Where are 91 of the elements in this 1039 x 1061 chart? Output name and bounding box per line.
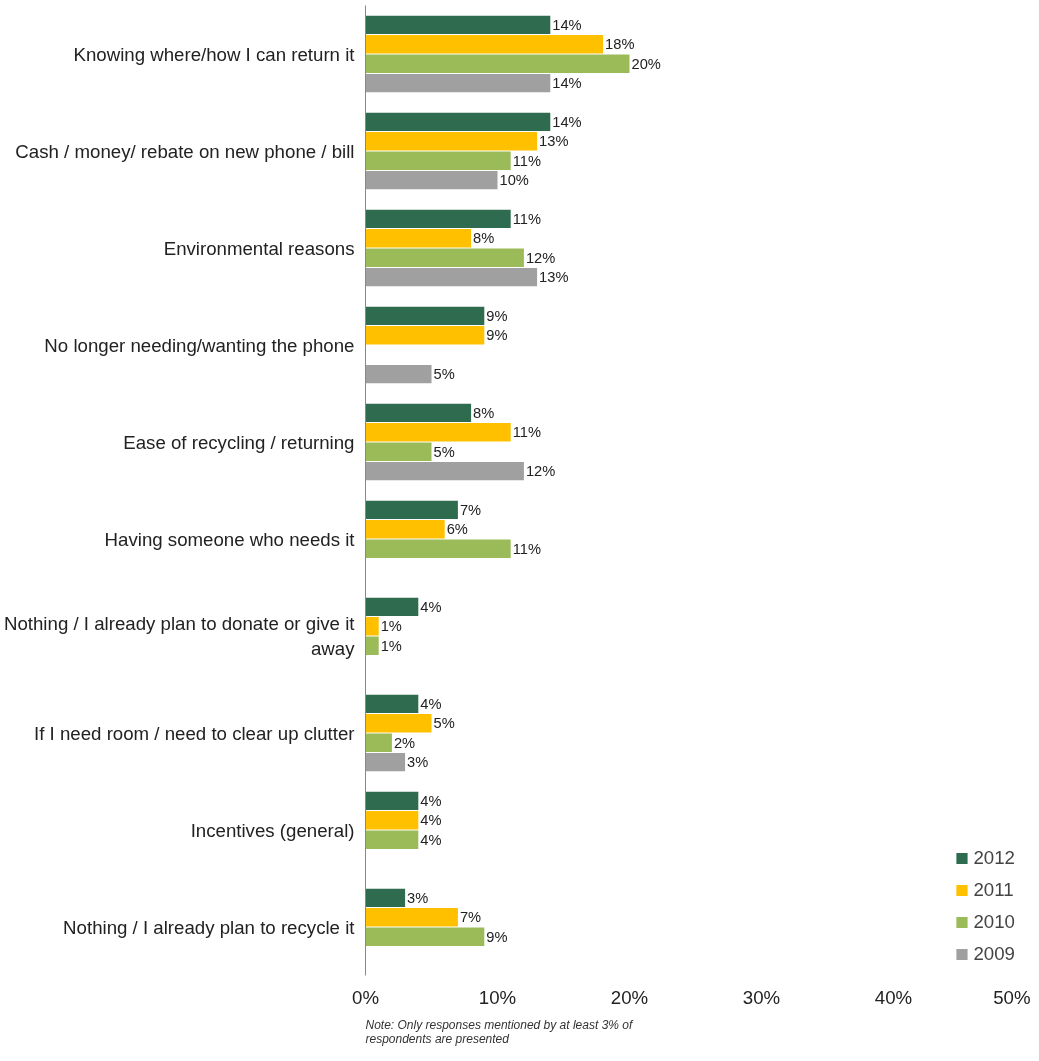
data-label: 9% bbox=[486, 327, 508, 344]
data-label: 11% bbox=[512, 152, 541, 169]
legend-label: 2010 bbox=[973, 911, 1015, 933]
data-label: 5% bbox=[433, 715, 455, 732]
data-label: 20% bbox=[631, 55, 661, 72]
data-label: 4% bbox=[420, 812, 442, 829]
x-tick-label: 40% bbox=[874, 986, 913, 1008]
legend-label: 2012 bbox=[973, 847, 1015, 869]
data-label: 11% bbox=[512, 424, 541, 441]
bar bbox=[365, 714, 432, 733]
data-label: 2% bbox=[393, 734, 416, 751]
data-label: 5% bbox=[433, 366, 455, 383]
data-label: 4% bbox=[420, 792, 442, 809]
bar bbox=[365, 461, 524, 481]
legend-label: 2009 bbox=[973, 943, 1015, 965]
y-tick-label: Cash / money/ rebate on new phone / bill bbox=[15, 140, 355, 162]
bar bbox=[365, 597, 419, 617]
x-tick-label: 30% bbox=[742, 986, 781, 1008]
bar bbox=[365, 248, 524, 267]
bar bbox=[365, 830, 419, 849]
bar bbox=[365, 73, 551, 93]
data-label: 5% bbox=[433, 443, 455, 460]
y-tick-label: Having someone who needs it bbox=[104, 528, 356, 550]
bar bbox=[365, 364, 432, 384]
y-tick-label: Nothing / I already plan to donate or give it away bbox=[3, 612, 356, 660]
data-label: 4% bbox=[420, 598, 442, 615]
y-tick-label: Ease of recycling / returning bbox=[123, 431, 355, 453]
data-label: 14% bbox=[552, 113, 582, 130]
bar bbox=[365, 733, 392, 752]
bar bbox=[365, 403, 472, 423]
data-label: 14% bbox=[552, 75, 582, 92]
data-label: 13% bbox=[539, 269, 569, 286]
bar bbox=[365, 170, 498, 190]
data-label: 8% bbox=[473, 404, 495, 421]
bar bbox=[365, 35, 604, 54]
data-label: 4% bbox=[420, 695, 442, 712]
data-label: 12% bbox=[525, 463, 556, 480]
data-label: 13% bbox=[539, 133, 569, 150]
x-tick-label: 0% bbox=[352, 986, 379, 1008]
bar bbox=[365, 520, 445, 539]
y-tick-label: Knowing where/how I can return it bbox=[73, 43, 356, 65]
x-tick-label: 20% bbox=[610, 986, 649, 1008]
data-label: 7% bbox=[459, 501, 482, 518]
legend-label: 2011 bbox=[973, 879, 1014, 901]
data-label: 18% bbox=[605, 36, 635, 53]
bar bbox=[365, 908, 458, 927]
y-tick-label: Nothing / I already plan to recycle it bbox=[63, 916, 356, 938]
data-label: 7% bbox=[459, 909, 482, 926]
x-tick-label: 50% bbox=[993, 986, 1031, 1008]
data-label: 3% bbox=[407, 754, 429, 771]
data-label: 10% bbox=[499, 172, 529, 189]
bar bbox=[365, 151, 511, 170]
data-label: 9% bbox=[486, 307, 508, 324]
x-tick-label: 10% bbox=[478, 986, 517, 1008]
y-tick-label: No longer needing/wanting the phone bbox=[44, 334, 355, 356]
bar bbox=[365, 54, 630, 73]
bar bbox=[365, 15, 551, 35]
bar bbox=[365, 229, 472, 248]
bar bbox=[365, 888, 406, 908]
y-tick-label: Incentives (general) bbox=[190, 819, 355, 841]
data-label: 1% bbox=[380, 637, 402, 654]
data-label: 1% bbox=[380, 618, 402, 635]
bar bbox=[365, 306, 485, 326]
bar bbox=[365, 112, 551, 132]
bar bbox=[365, 132, 538, 151]
bar bbox=[365, 811, 419, 830]
y-tick-label: If I need room / need to clear up clutter bbox=[34, 722, 355, 744]
bar bbox=[365, 209, 511, 229]
bar bbox=[365, 267, 538, 287]
data-label: 14% bbox=[552, 16, 582, 33]
text: Note: Only responses mentioned by at least 3% of respondents are presented bbox=[365, 1017, 634, 1046]
data-label: 6% bbox=[446, 521, 468, 538]
data-label: 9% bbox=[486, 928, 508, 945]
bar bbox=[365, 694, 419, 714]
bar bbox=[365, 442, 432, 461]
bar bbox=[365, 539, 511, 558]
data-label: 8% bbox=[473, 230, 495, 247]
bar bbox=[365, 500, 458, 520]
data-label: 12% bbox=[525, 249, 556, 266]
bar bbox=[365, 927, 485, 946]
data-label: 3% bbox=[407, 889, 429, 906]
data-label: 11% bbox=[512, 540, 541, 557]
data-label: 4% bbox=[420, 831, 442, 848]
bar bbox=[365, 617, 379, 636]
bar bbox=[365, 326, 485, 345]
bar bbox=[365, 636, 379, 655]
bar bbox=[365, 791, 419, 811]
y-tick-label: Environmental reasons bbox=[163, 237, 355, 259]
bar bbox=[365, 752, 406, 772]
bar bbox=[365, 423, 511, 442]
data-label: 11% bbox=[512, 210, 541, 227]
